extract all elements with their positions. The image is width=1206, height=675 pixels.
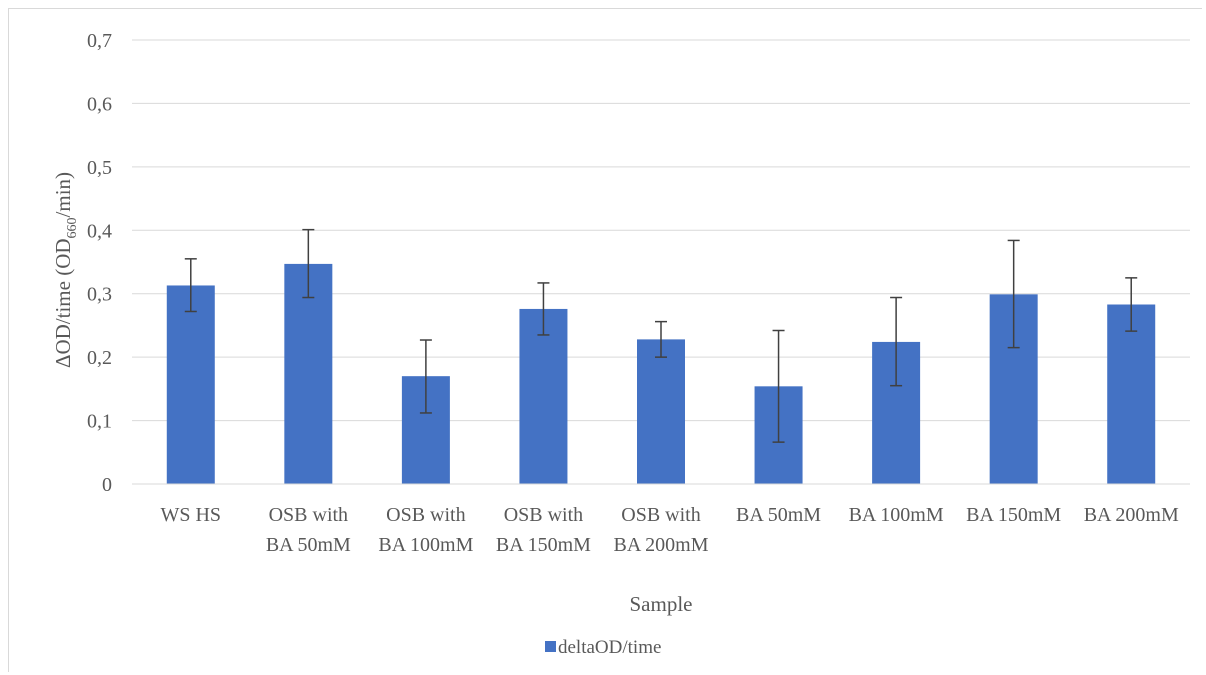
x-category-label: BA 100mM: [849, 504, 944, 526]
bar: [166, 285, 215, 484]
x-category-label: OSB with: [621, 504, 700, 526]
x-category-label: OSB with: [386, 504, 465, 526]
legend-label: deltaOD/time: [558, 637, 661, 658]
y-tick-label: 0: [102, 474, 112, 496]
y-axis-title-suffix: /min): [51, 172, 75, 218]
y-axis-tick-labels: 0 0,1 0,2 0,3 0,4 0,5 0,6 0,7: [87, 30, 112, 496]
bar: [284, 263, 333, 484]
bar: [1107, 304, 1156, 484]
y-axis-title-prefix: ΔOD/time (OD: [51, 238, 75, 368]
x-axis-category-labels: WS HS OSB with BA 50mM OSB with BA 100mM OSB …: [160, 504, 1178, 556]
y-tick-label: 0,5: [87, 157, 112, 179]
y-tick-label: 0,1: [87, 411, 112, 433]
y-tick-label: 0,2: [87, 347, 112, 369]
x-category-label: OSB with: [269, 504, 348, 526]
chart-frame: [8, 8, 1202, 672]
bars: [166, 263, 1156, 484]
y-tick-label: 0,3: [87, 284, 112, 306]
y-axis-title-subscript: 660: [65, 217, 80, 238]
x-category-label: BA 100mM: [378, 534, 473, 556]
x-axis-title: Sample: [630, 592, 693, 616]
legend: deltaOD/time: [545, 637, 661, 658]
x-category-label: BA 150mM: [496, 534, 591, 556]
x-category-label: BA 50mM: [736, 504, 821, 526]
x-category-label: WS HS: [160, 504, 221, 526]
x-category-label: OSB with: [504, 504, 583, 526]
y-tick-label: 0,4: [87, 220, 112, 242]
bar: [637, 339, 685, 484]
x-category-label: BA 200mM: [1084, 504, 1179, 526]
x-category-label: BA 50mM: [266, 534, 351, 556]
x-category-label: BA 150mM: [966, 504, 1061, 526]
legend-swatch: [545, 641, 556, 652]
bar: [519, 308, 568, 484]
x-category-label: BA 200mM: [613, 534, 708, 556]
y-tick-label: 0,6: [87, 93, 112, 115]
y-tick-label: 0,7: [87, 30, 112, 52]
y-axis-title: ΔOD/time (OD660/min): [51, 172, 80, 368]
error-bars: [184, 228, 1138, 443]
